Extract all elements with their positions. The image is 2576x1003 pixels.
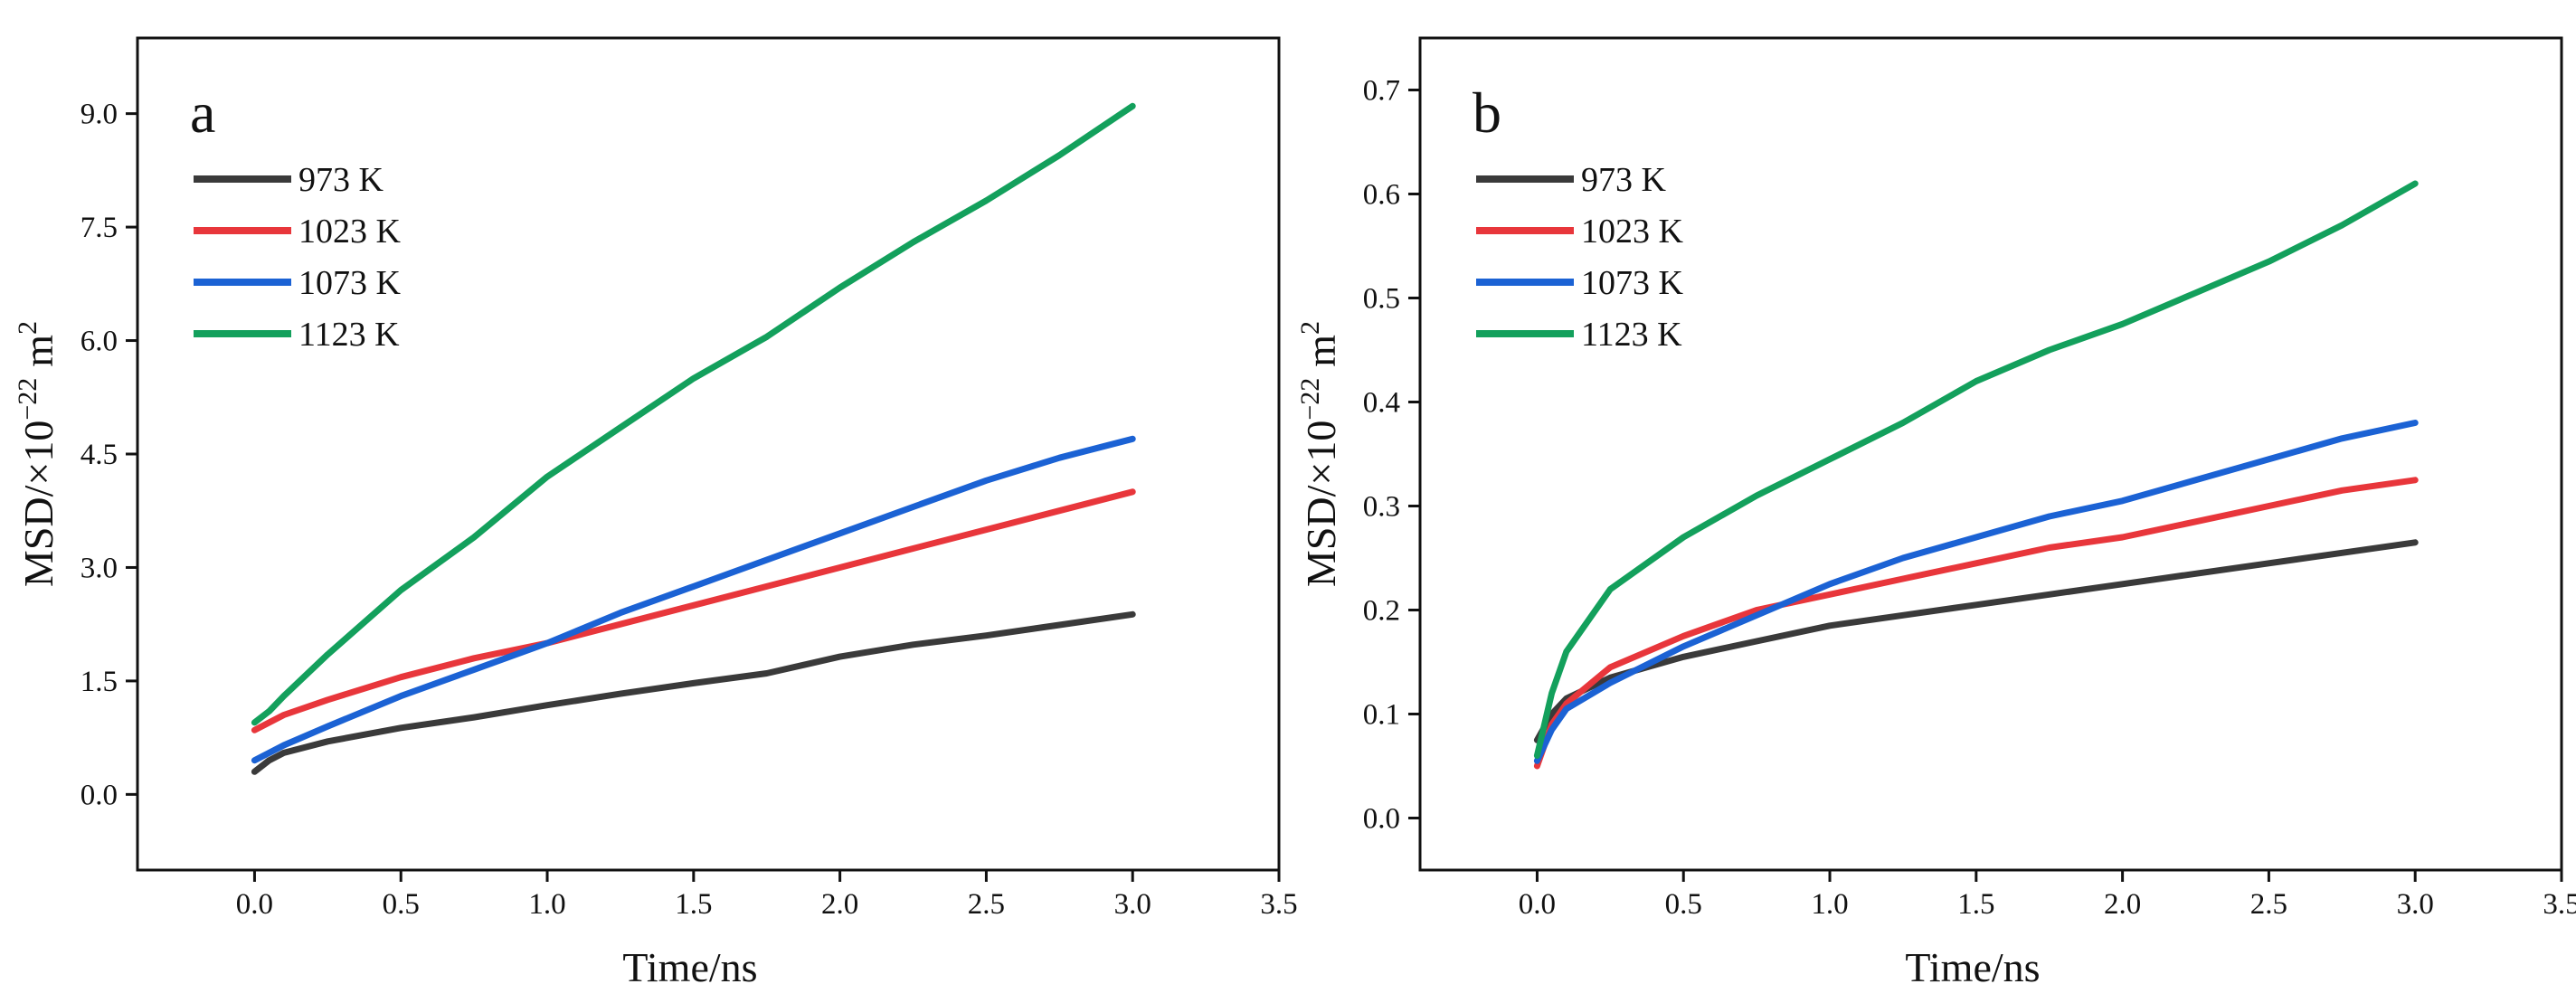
x-tick-label: 0.0 [236,888,273,921]
x-tick-label: 3.0 [2397,888,2434,921]
plot-frame [1418,36,2563,872]
series-line-1073-K [251,435,1136,764]
x-tick-label: 3.0 [1114,888,1151,921]
legend-label: 1073 K [1581,264,1684,302]
series-line-973-K [251,610,1136,775]
y-axis-title-part: 2 [1295,321,1325,335]
y-axis-title-part: 2 [13,321,43,335]
series-line-1073-K [1533,420,2419,764]
y-tick-label: 0.7 [1363,75,1400,108]
x-tick-label: 2.5 [968,888,1005,921]
y-tick-label: 0.6 [1363,179,1400,212]
legend-label: 1023 K [298,213,402,251]
panel-label: b [1473,80,1501,145]
x-tick-label: 2.5 [2250,888,2287,921]
y-axis-title: MSD/×10−22 m2 [1295,321,1344,587]
legend-label: 1123 K [1581,316,1682,354]
y-tick-label: 0.5 [1363,283,1400,316]
panel-label: a [190,80,215,145]
y-tick-label: 0.0 [80,779,118,811]
legend-label: 1123 K [298,316,400,354]
x-tick-label: 3.5 [1260,888,1297,921]
x-tick-label: 1.5 [1957,888,1994,921]
y-tick-label: 0.3 [1363,491,1400,524]
x-tick-label: 1.0 [528,888,565,921]
panel-a: 0.0 0.5 1.0 1.5 2.0 2.5 3.0 3.5 0.0 1.5 3.0 4.5 6.0 7… [13,36,1298,990]
x-tick-label: 1.5 [675,888,712,921]
x-axis-title: Time/ns [622,944,757,990]
y-axis-title: MSD/×10−22 m2 [13,321,62,587]
panel-b: 0.0 0.5 1.0 1.5 2.0 2.5 3.0 3.5 0.0 0.1 0.2 0.3 0.4 0… [1295,36,2576,990]
y-axis-title-part: MSD/×10 [1298,421,1344,587]
series-line-1023-K [251,488,1136,733]
legend-label: 973 K [1581,161,1667,199]
series-line-1123-K [251,102,1136,726]
legend-label: 1073 K [298,264,402,302]
series-line-1123-K [1533,180,2419,759]
y-axis-title-part: m [1298,335,1344,367]
x-axis-title: Time/ns [1905,944,2040,990]
legend-label: 973 K [298,161,384,199]
y-tick-label: 6.0 [80,326,118,358]
x-tick-label: 2.0 [2104,888,2141,921]
x-tick-label: 0.5 [383,888,420,921]
y-tick-label: 9.0 [80,99,118,131]
y-tick-label: 7.5 [80,212,118,244]
y-tick-label: 3.0 [80,552,118,584]
x-tick-label: 3.5 [2543,888,2576,921]
y-axis-title-part: m [15,335,62,367]
x-tick-label: 0.0 [1519,888,1556,921]
y-tick-label: 0.0 [1363,803,1400,836]
series-line-1023-K [1533,477,2419,770]
x-tick-label: 2.0 [821,888,858,921]
y-tick-label: 0.1 [1363,699,1400,732]
legend-label: 1023 K [1581,213,1684,251]
y-axis-title-part: −22 [1295,378,1325,421]
y-axis-title-part: −22 [13,378,43,421]
y-tick-label: 1.5 [80,666,118,698]
y-tick-label: 0.4 [1363,387,1400,420]
x-tick-label: 1.0 [1811,888,1848,921]
y-axis-title-part: MSD/×10 [15,421,62,587]
y-tick-label: 0.2 [1363,595,1400,628]
x-tick-label: 0.5 [1665,888,1702,921]
y-tick-label: 4.5 [80,439,118,471]
